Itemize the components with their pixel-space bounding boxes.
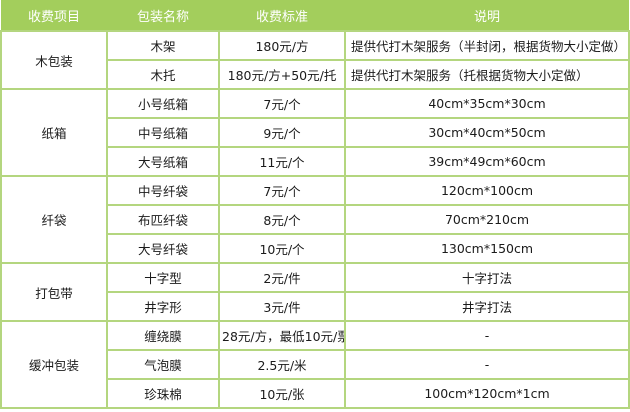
price-cell: 2元/件 bbox=[218, 262, 346, 293]
header-package-name: 包装名称 bbox=[107, 0, 219, 31]
note-cell: 十字打法 bbox=[344, 262, 630, 293]
package-name-cell: 大号纤袋 bbox=[106, 233, 220, 264]
table-row: 井字形 3元/件 井字打法 bbox=[1, 291, 630, 322]
table-body: 木包装 木架 180元/方 提供代打木架服务（半封闭，根据货物大小定做） 木托 180元/… bbox=[0, 30, 630, 409]
fee-item-cell: 打包带 bbox=[0, 262, 108, 322]
table-row: 大号纤袋 10元/个 130cm*150cm bbox=[1, 233, 630, 264]
package-name-cell: 井字形 bbox=[106, 291, 220, 322]
fee-item-cell: 木包装 bbox=[0, 30, 108, 90]
price-cell: 11元/个 bbox=[218, 146, 346, 177]
price-cell: 10元/张 bbox=[218, 378, 346, 409]
package-name-cell: 木架 bbox=[106, 30, 220, 61]
note-cell: 39cm*49cm*60cm bbox=[344, 146, 630, 177]
note-cell: 提供代打木架服务（半封闭，根据货物大小定做） bbox=[344, 30, 630, 61]
fee-item-cell: 缓冲包装 bbox=[0, 320, 108, 409]
note-cell: 提供代打木架服务（托根据货物大小定做） bbox=[344, 59, 630, 90]
note-cell: 70cm*210cm bbox=[344, 204, 630, 235]
fee-item-cell: 纸箱 bbox=[0, 88, 108, 177]
package-name-cell: 缠绕膜 bbox=[106, 320, 220, 351]
table-row: 气泡膜 2.5元/米 - bbox=[1, 349, 630, 380]
price-cell: 2.5元/米 bbox=[218, 349, 346, 380]
note-cell: 30cm*40cm*50cm bbox=[344, 117, 630, 148]
package-name-cell: 中号纸箱 bbox=[106, 117, 220, 148]
header-note: 说明 bbox=[345, 0, 629, 31]
table-header: 收费项目 包装名称 收费标准 说明 bbox=[1, 0, 629, 31]
header-fee-standard: 收费标准 bbox=[219, 0, 345, 31]
price-cell: 28元/方，最低10元/票 bbox=[218, 320, 346, 351]
note-cell: 井字打法 bbox=[344, 291, 630, 322]
package-name-cell: 布匹纤袋 bbox=[106, 204, 220, 235]
package-name-cell: 木托 bbox=[106, 59, 220, 90]
price-cell: 9元/个 bbox=[218, 117, 346, 148]
note-cell: 40cm*35cm*30cm bbox=[344, 88, 630, 119]
table-row: 纤袋 中号纤袋 7元/个 120cm*100cm bbox=[0, 175, 630, 264]
header-row: 收费项目 包装名称 收费标准 说明 bbox=[1, 0, 629, 31]
table-row: 打包带 十字型 2元/件 十字打法 bbox=[0, 262, 630, 322]
table-row: 中号纸箱 9元/个 30cm*40cm*50cm bbox=[1, 117, 630, 148]
table-row: 缓冲包装 缠绕膜 28元/方，最低10元/票 - bbox=[0, 320, 630, 409]
price-cell: 8元/个 bbox=[218, 204, 346, 235]
table-row: 大号纸箱 11元/个 39cm*49cm*60cm bbox=[1, 146, 630, 177]
table-row: 珍珠棉 10元/张 100cm*120cm*1cm bbox=[1, 378, 630, 409]
package-name-cell: 中号纤袋 bbox=[106, 175, 220, 206]
price-cell: 7元/个 bbox=[218, 175, 346, 206]
fee-item-cell: 纤袋 bbox=[0, 175, 108, 264]
table-row: 木包装 木架 180元/方 提供代打木架服务（半封闭，根据货物大小定做） bbox=[0, 30, 630, 90]
package-name-cell: 珍珠棉 bbox=[106, 378, 220, 409]
note-cell: - bbox=[344, 320, 630, 351]
note-cell: 100cm*120cm*1cm bbox=[344, 378, 630, 409]
package-name-cell: 小号纸箱 bbox=[106, 88, 220, 119]
table-row: 木托 180元/方+50元/托 提供代打木架服务（托根据货物大小定做） bbox=[1, 59, 630, 90]
price-cell: 7元/个 bbox=[218, 88, 346, 119]
note-cell: - bbox=[344, 349, 630, 380]
note-cell: 130cm*150cm bbox=[344, 233, 630, 264]
price-cell: 180元/方 bbox=[218, 30, 346, 61]
table-row: 纸箱 小号纸箱 7元/个 40cm*35cm*30cm bbox=[0, 88, 630, 177]
header-fee-item: 收费项目 bbox=[1, 0, 107, 31]
price-cell: 180元/方+50元/托 bbox=[218, 59, 346, 90]
package-name-cell: 十字型 bbox=[106, 262, 220, 293]
note-cell: 120cm*100cm bbox=[344, 175, 630, 206]
package-name-cell: 大号纸箱 bbox=[106, 146, 220, 177]
price-cell: 3元/件 bbox=[218, 291, 346, 322]
table-row: 布匹纤袋 8元/个 70cm*210cm bbox=[1, 204, 630, 235]
package-name-cell: 气泡膜 bbox=[106, 349, 220, 380]
price-cell: 10元/个 bbox=[218, 233, 346, 264]
